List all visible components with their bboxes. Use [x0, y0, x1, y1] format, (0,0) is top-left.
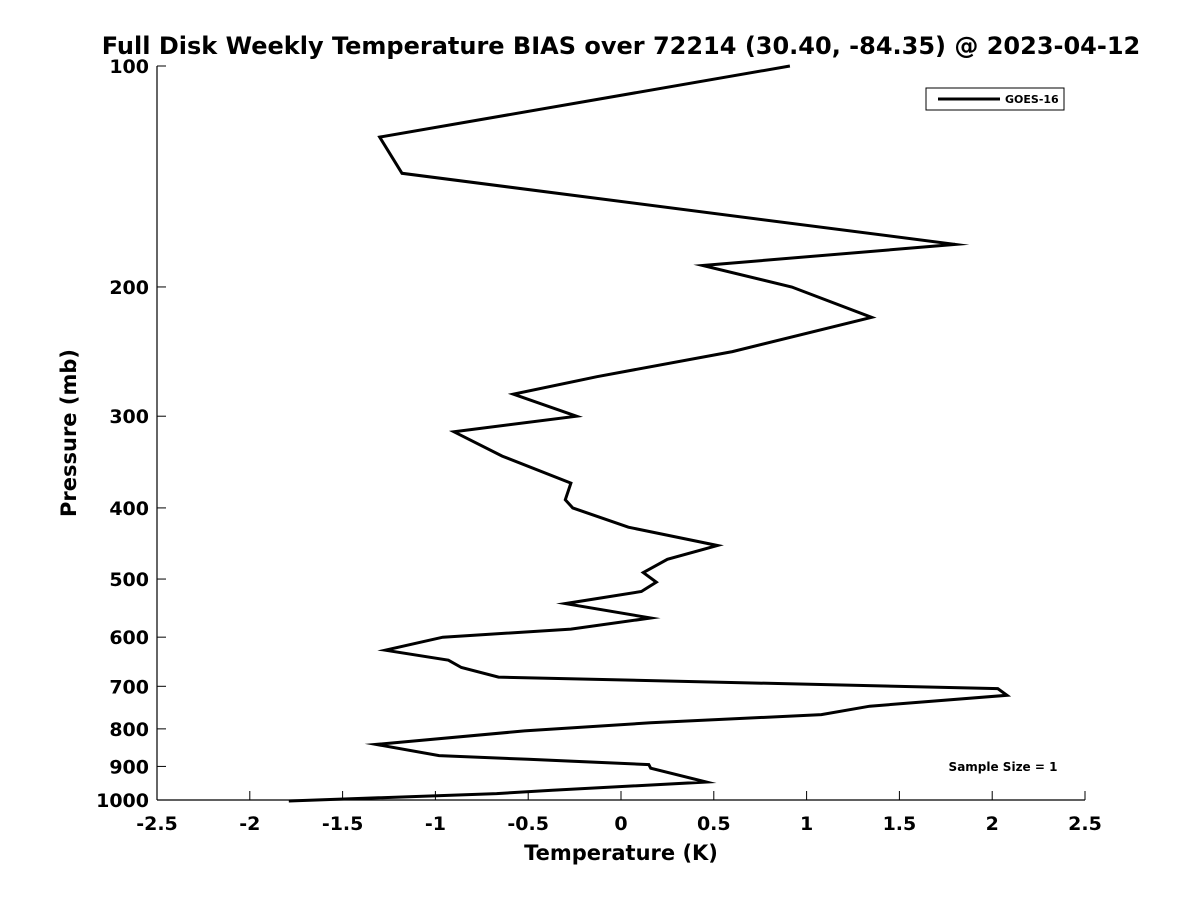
x-tick-label: -2	[239, 813, 260, 835]
y-tick-label: 500	[109, 569, 149, 591]
chart-title: Full Disk Weekly Temperature BIAS over 7…	[102, 32, 1141, 60]
x-tick-label: 1	[800, 813, 813, 835]
series-layer	[288, 64, 1012, 803]
series-line-goes-16	[288, 64, 1012, 803]
y-tick-label: 600	[109, 627, 149, 649]
y-tick-label: 400	[109, 498, 149, 520]
x-ticks: -2.5 -2 -1.5 -1 -0.5 0 0.5 1 1.5 2 2.5	[136, 791, 1102, 835]
x-tick-label: -2.5	[136, 813, 178, 835]
y-tick-label: 800	[109, 719, 149, 741]
x-tick-label: 0	[614, 813, 627, 835]
y-tick-label: 1000	[96, 790, 149, 812]
x-tick-label: 2.5	[1068, 813, 1102, 835]
y-tick-label: 300	[109, 406, 149, 428]
sample-size-annotation: Sample Size = 1	[949, 760, 1058, 774]
x-tick-label: -1	[425, 813, 446, 835]
y-axis-label: Pressure (mb)	[57, 349, 81, 517]
x-axis-label: Temperature (K)	[524, 841, 718, 865]
y-tick-label: 900	[109, 756, 149, 778]
legend-entry-goes-16: GOES-16	[1005, 93, 1059, 106]
y-tick-label: 200	[109, 277, 149, 299]
x-tick-label: -1.5	[322, 813, 364, 835]
y-ticks: 100 200 300 400 500 600 700 800 900 1000	[96, 56, 166, 812]
legend: GOES-16	[925, 87, 1065, 111]
x-tick-label: 2	[986, 813, 999, 835]
y-tick-label: 700	[109, 676, 149, 698]
x-tick-label: 1.5	[883, 813, 917, 835]
x-tick-label: -0.5	[507, 813, 549, 835]
x-tick-label: 0.5	[697, 813, 731, 835]
y-tick-label: 100	[109, 56, 149, 78]
